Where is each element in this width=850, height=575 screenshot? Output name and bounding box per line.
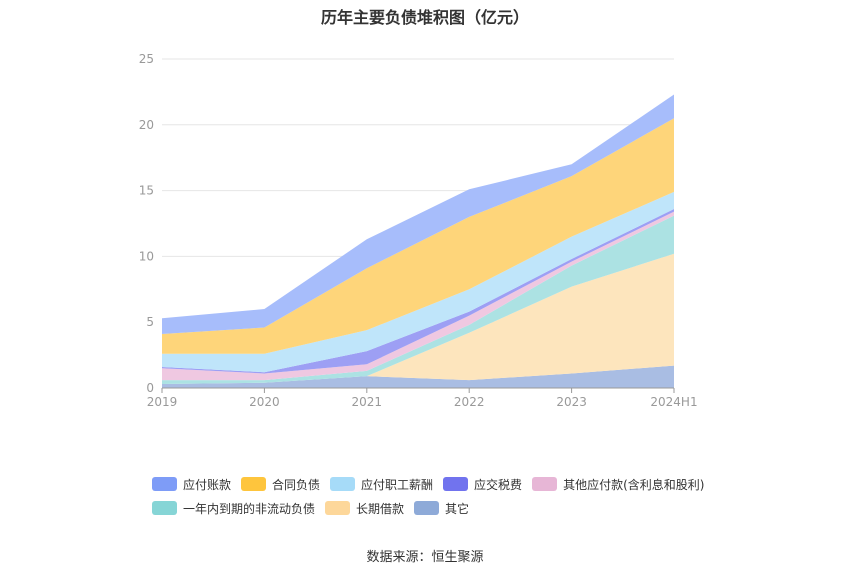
legend-swatch [414,501,440,515]
legend-item[interactable]: 一年内到期的非流动负债 [152,500,315,517]
legend-item[interactable]: 其他应付款(含利息和股利) [532,476,704,493]
area-series[interactable] [162,191,674,373]
x-axis: 2019 2020 2021 2022 2023 2024H1 [147,387,698,409]
y-tick-label: 0 [146,381,154,395]
legend-row-2: 一年内到期的非流动负债 长期借款 其它 [152,496,752,520]
legend-label: 其他应付款(含利息和股利) [563,477,705,492]
legend-item[interactable]: 应付账款 [152,476,231,493]
legend-label: 应交税费 [474,477,523,492]
legend-label: 应付账款 [183,477,232,492]
legend-swatch [325,501,351,515]
stacked-area-chart: 0 5 10 15 20 25 2019 2020 2021 2022 2023 2024H1 [139,52,698,409]
legend-label: 其它 [445,501,470,516]
area-series[interactable] [162,253,674,385]
area-series[interactable] [162,215,674,385]
legend-label: 合同负债 [272,477,321,492]
x-tick-label: 2019 [147,395,178,409]
legend-swatch [152,477,177,491]
legend-swatch [241,477,267,491]
legend-item[interactable]: 合同负债 [241,476,320,493]
x-tick-label: 2022 [454,395,485,409]
x-tick-label: 2020 [249,395,280,409]
y-axis: 0 5 10 15 20 25 [139,52,154,395]
area-series-group [162,94,674,388]
y-tick-label: 20 [139,118,154,132]
legend-swatch [330,477,356,491]
legend-item[interactable]: 应付职工薪酬 [330,476,433,493]
legend-row-1: 应付账款 合同负债 应付职工薪酬 应交税费 其他应付款(含利息和股利) [152,472,752,496]
legend-label: 长期借款 [356,501,405,516]
area-series[interactable] [162,211,674,381]
data-source: 数据来源：恒生聚源 [366,550,484,565]
y-tick-label: 15 [139,184,154,198]
y-tick-label: 25 [139,52,154,66]
x-tick-label: 2024H1 [650,395,697,409]
x-tick-label: 2021 [352,395,383,409]
legend: 应付账款 合同负债 应付职工薪酬 应交税费 其他应付款(含利息和股利) 一年内到… [152,472,752,520]
legend-swatch [152,501,177,515]
chart-title: 历年主要负债堆积图（亿元） [320,8,529,27]
y-tick-label: 10 [139,249,154,263]
area-series[interactable] [162,365,674,388]
legend-item[interactable]: 长期借款 [325,500,404,517]
area-series[interactable] [162,118,674,354]
legend-label: 应付职工薪酬 [361,477,434,492]
legend-swatch [532,477,558,491]
x-tick-label: 2023 [556,395,587,409]
legend-item[interactable]: 其它 [414,500,469,517]
legend-swatch [443,477,469,491]
y-tick-label: 5 [146,315,154,329]
legend-item[interactable]: 应交税费 [443,476,522,493]
legend-label: 一年内到期的非流动负债 [183,501,316,516]
